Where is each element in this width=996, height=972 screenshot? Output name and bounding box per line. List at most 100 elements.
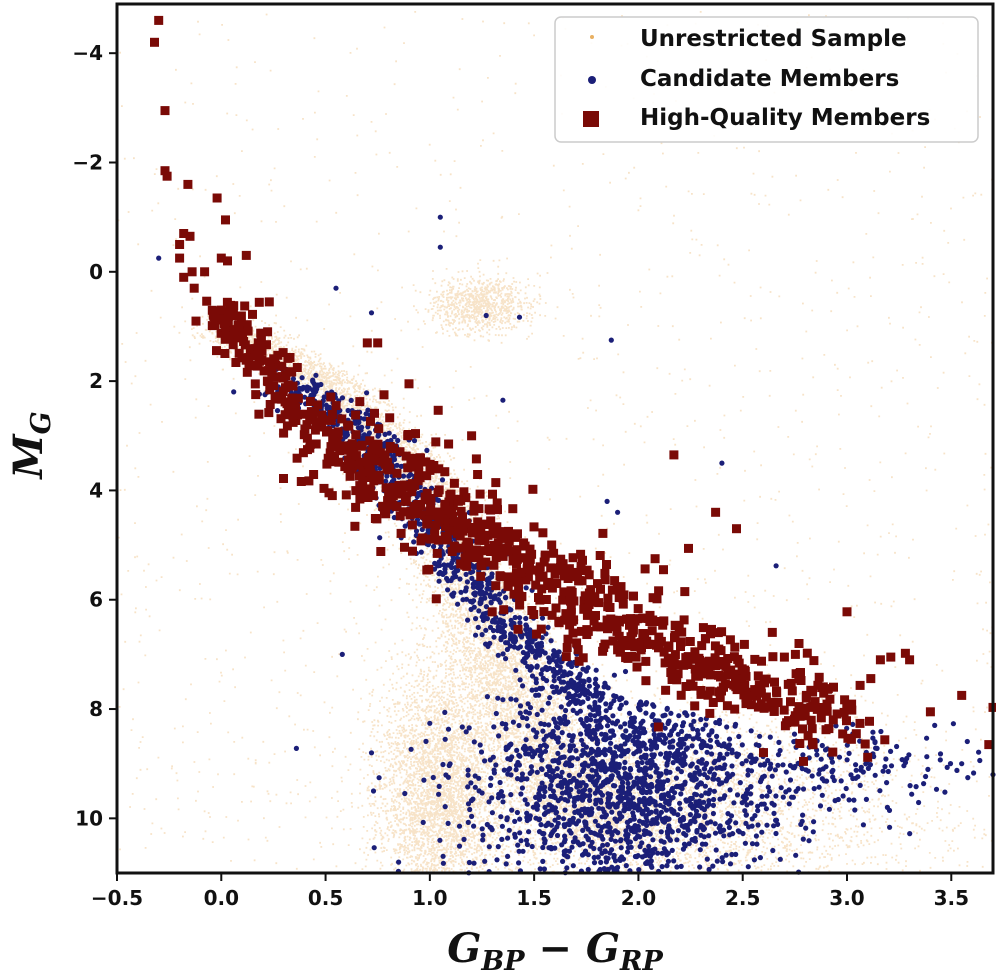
- candidate-member-point: [593, 780, 599, 786]
- high-quality-member-point: [242, 367, 252, 377]
- high-quality-member-point: [688, 681, 698, 691]
- high-quality-member-point: [809, 656, 819, 666]
- candidate-member-point: [548, 638, 554, 644]
- candidate-member-point: [521, 658, 527, 664]
- candidate-member-point: [624, 819, 630, 825]
- candidate-member-point: [478, 749, 485, 755]
- candidate-member-point: [436, 783, 442, 790]
- candidate-member-point: [558, 704, 564, 710]
- x-tick-label: 2.5: [725, 886, 760, 910]
- candidate-member-point: [534, 769, 540, 775]
- high-quality-member-point: [633, 604, 643, 614]
- high-quality-member-point: [365, 436, 375, 446]
- y-tick-label: 8: [89, 697, 103, 721]
- high-quality-member-point: [625, 620, 634, 630]
- candidate-member-point: [621, 765, 628, 771]
- high-quality-member-point: [472, 545, 481, 555]
- candidate-member-point: [621, 774, 628, 780]
- candidate-member-point: [402, 523, 408, 529]
- high-quality-member-point: [281, 371, 291, 380]
- high-quality-member-point: [573, 645, 583, 655]
- candidate-member-point: [816, 784, 822, 790]
- candidate-member-point: [505, 756, 511, 762]
- high-quality-member-point: [191, 316, 201, 326]
- candidate-member-point: [516, 314, 523, 320]
- high-quality-member-point: [641, 676, 651, 686]
- candidate-member-point: [590, 727, 597, 734]
- high-quality-member-point: [395, 511, 405, 521]
- candidate-member-point: [517, 644, 524, 650]
- high-quality-member-point: [589, 616, 599, 626]
- high-quality-member-point: [278, 348, 288, 358]
- candidate-member-point: [593, 667, 599, 673]
- x-axis-label: GBP − GRP: [447, 925, 663, 972]
- high-quality-member-point: [815, 704, 825, 714]
- candidate-member-point: [293, 745, 299, 752]
- high-quality-member-point: [404, 379, 414, 389]
- candidate-member-point: [663, 848, 669, 854]
- high-quality-member-point: [667, 673, 677, 683]
- high-quality-member-point: [344, 421, 354, 431]
- candidate-member-point: [743, 812, 750, 818]
- candidate-member-point: [598, 696, 604, 702]
- candidate-member-point: [691, 815, 697, 821]
- high-quality-member-point: [847, 705, 857, 715]
- candidate-member-point: [614, 818, 620, 824]
- candidate-member-point: [552, 845, 558, 851]
- candidate-member-point: [678, 791, 684, 797]
- high-quality-member-point: [645, 610, 655, 620]
- high-quality-member-point: [333, 427, 343, 437]
- candidate-member-point: [527, 705, 534, 711]
- candidate-member-point: [739, 800, 745, 806]
- candidate-member-point: [549, 734, 555, 740]
- candidate-member-point: [613, 744, 619, 750]
- candidate-member-point: [546, 768, 553, 774]
- candidate-member-point: [714, 858, 720, 864]
- candidate-member-point: [540, 858, 546, 865]
- high-quality-member-point: [498, 551, 508, 561]
- high-quality-member-point: [480, 535, 490, 545]
- candidate-member-point: [465, 617, 471, 623]
- x-label-minus: −: [525, 925, 586, 972]
- candidate-member-point: [569, 762, 575, 769]
- high-quality-member-point: [628, 638, 638, 648]
- candidate-member-point: [698, 781, 704, 787]
- candidate-member-point: [624, 849, 631, 855]
- high-quality-member-point: [855, 680, 865, 690]
- candidate-member-point: [704, 775, 711, 781]
- candidate-member-point: [483, 641, 489, 647]
- high-quality-member-point: [696, 689, 706, 699]
- candidate-member-point: [508, 617, 514, 624]
- candidate-member-point: [649, 752, 655, 758]
- high-quality-member-point: [816, 713, 826, 723]
- candidate-member-point: [478, 584, 484, 590]
- candidate-member-point: [398, 463, 404, 469]
- high-quality-member-point: [565, 620, 575, 630]
- candidate-member-point: [672, 723, 678, 729]
- candidate-member-point: [783, 769, 789, 775]
- high-quality-member-point: [296, 477, 306, 486]
- high-quality-member-point: [855, 718, 865, 728]
- candidate-member-point: [578, 717, 584, 723]
- candidate-member-point: [595, 823, 601, 829]
- high-quality-member-point: [331, 401, 341, 411]
- candidate-member-point: [502, 633, 508, 640]
- candidate-member-point: [846, 750, 852, 757]
- high-quality-member-point: [584, 570, 594, 580]
- candidate-member-point: [748, 800, 754, 806]
- candidate-member-point: [643, 700, 650, 706]
- candidate-member-point: [499, 836, 505, 843]
- candidate-member-point: [658, 732, 665, 738]
- high-quality-member-point: [596, 622, 606, 632]
- high-quality-member-point: [220, 349, 230, 358]
- candidate-member-point: [735, 751, 742, 758]
- candidate-member-point: [524, 810, 530, 816]
- high-quality-member-point: [886, 652, 896, 662]
- candidate-member-point: [793, 852, 799, 858]
- candidate-member-point: [767, 734, 773, 740]
- high-quality-member-point: [516, 567, 526, 577]
- candidate-member-point: [231, 389, 237, 395]
- candidate-member-point: [674, 837, 680, 843]
- high-quality-member-point: [641, 656, 651, 666]
- candidate-member-point: [479, 632, 485, 638]
